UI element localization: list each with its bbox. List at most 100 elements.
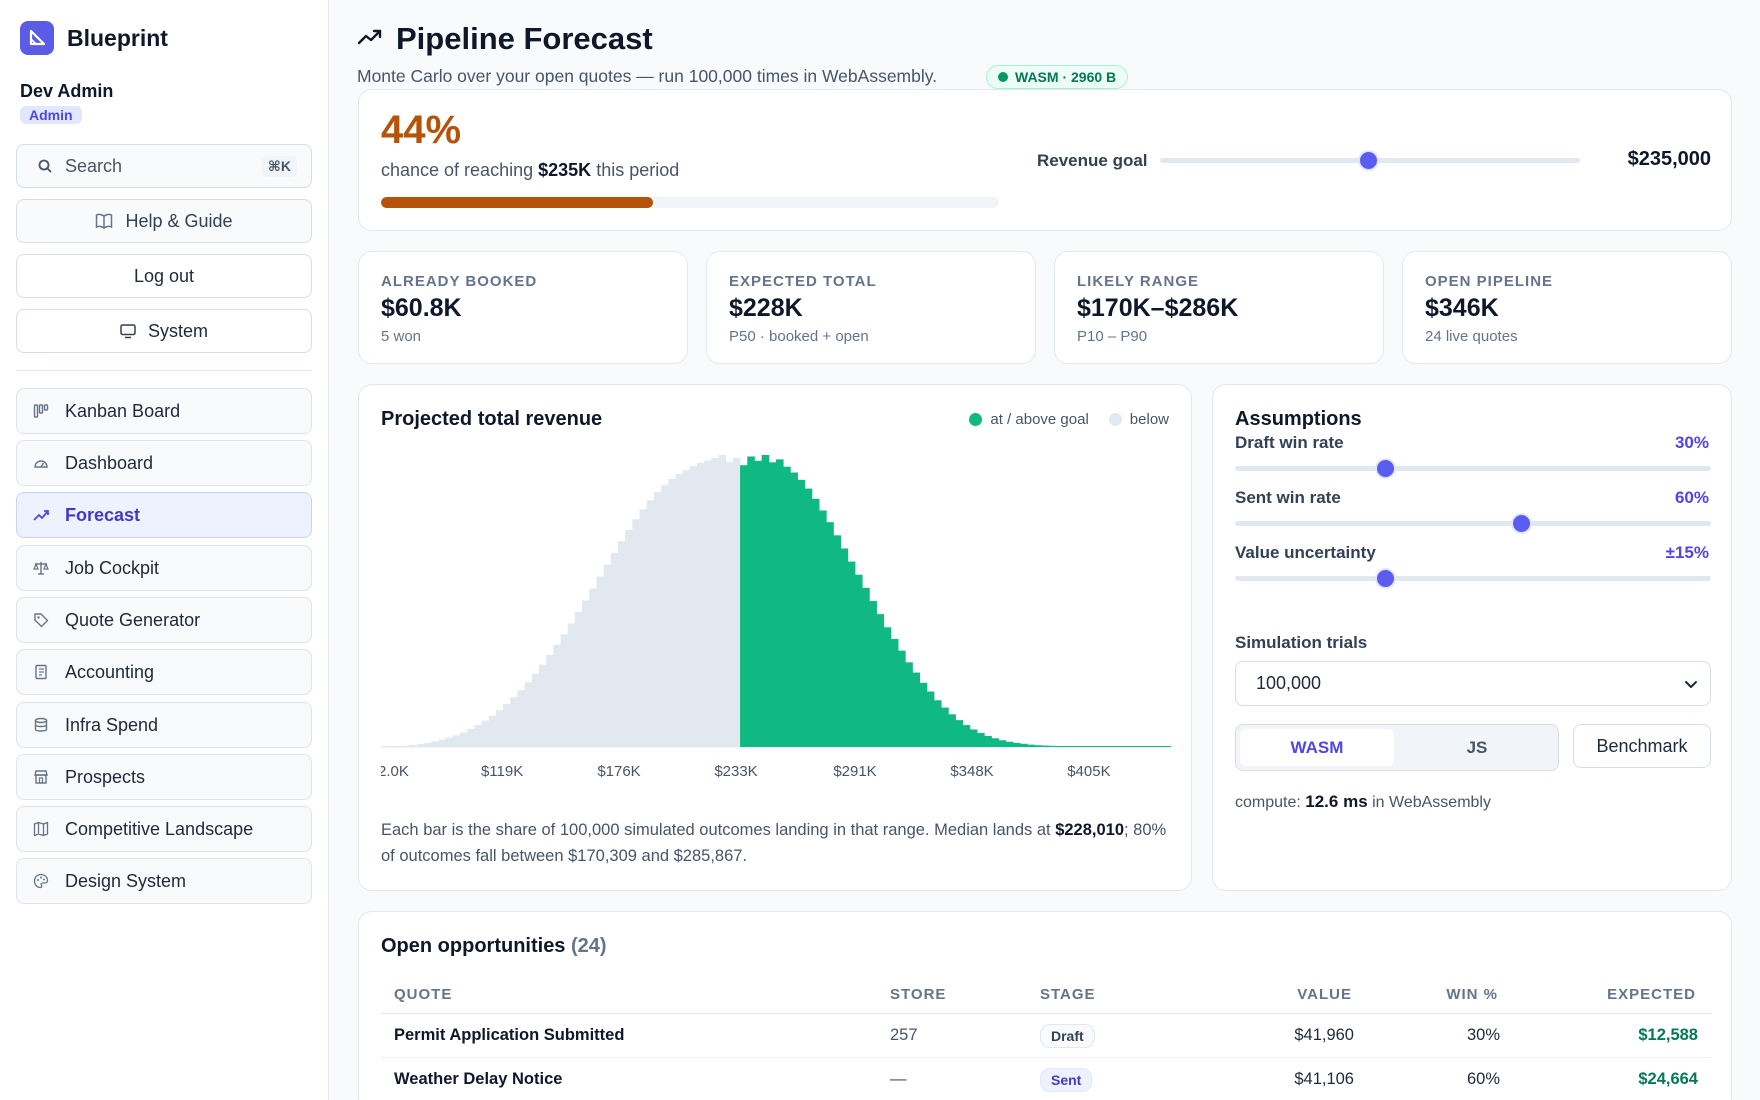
value-uncertainty-slider[interactable] xyxy=(1235,568,1711,589)
brand[interactable]: Blueprint xyxy=(20,21,168,55)
engine-wasm-button[interactable]: WASM xyxy=(1240,729,1394,766)
help-guide-button[interactable]: Help & Guide xyxy=(16,199,312,243)
sidebar-item-accounting[interactable]: Accounting xyxy=(16,649,312,695)
column-header-store[interactable]: STORE xyxy=(890,986,947,1003)
search-label: Search xyxy=(65,155,123,176)
histogram-bar xyxy=(503,704,511,747)
table-row[interactable]: Weather Delay Notice — Sent $41,106 60% $24,6… xyxy=(381,1058,1711,1100)
histogram-bar xyxy=(546,655,554,747)
sidebar-item-label: Job Cockpit xyxy=(65,557,160,578)
histogram-bar xyxy=(955,720,964,747)
draft-win-rate-label: Draft win rate xyxy=(1235,433,1344,452)
histogram-bar xyxy=(898,650,906,747)
caption-suffix: ; 80% of outcomes fall between $170,309 … xyxy=(381,821,1167,865)
sidebar-item-infra-spend[interactable]: Infra Spend xyxy=(16,702,312,748)
revenue-goal-slider[interactable] xyxy=(1160,150,1580,171)
trending-up-icon xyxy=(357,29,382,50)
histogram-bar xyxy=(855,574,863,747)
histogram-bar xyxy=(984,735,992,747)
column-header-win[interactable]: WIN % xyxy=(1446,986,1498,1003)
histogram-bar xyxy=(445,737,454,747)
engine-js-button[interactable]: JS xyxy=(1466,737,1488,757)
histogram-bar xyxy=(481,720,490,747)
histogram-bar xyxy=(668,478,676,747)
histogram-bar xyxy=(732,457,741,747)
histogram-bar xyxy=(467,728,475,747)
sidebar-item-label: Kanban Board xyxy=(65,400,181,421)
histogram-bar xyxy=(1048,745,1057,747)
column-header-quote[interactable]: QUOTE xyxy=(394,986,453,1003)
histogram-bar xyxy=(948,714,956,747)
column-header-expected[interactable]: EXPECTED xyxy=(1607,986,1696,1003)
sidebar-item-kanban-board[interactable]: Kanban Board xyxy=(16,388,312,434)
histogram-bar xyxy=(431,741,439,747)
benchmark-button[interactable]: Benchmark xyxy=(1573,724,1711,768)
histogram-bar xyxy=(1063,746,1071,747)
histogram-bar xyxy=(488,715,497,747)
assumptions-title: Assumptions xyxy=(1235,408,1362,430)
x-tick-label: $233K xyxy=(714,763,757,780)
histogram-bar xyxy=(718,455,727,747)
histogram-bar xyxy=(840,548,849,747)
map-icon xyxy=(33,821,51,837)
legend-above-label: at / above goal xyxy=(990,411,1089,428)
simulation-trials-select[interactable]: 100,000 xyxy=(1235,661,1711,706)
sent-win-rate-slider[interactable] xyxy=(1235,513,1711,534)
probability-bar xyxy=(381,197,999,208)
stat-value: $60.8K xyxy=(381,294,462,322)
sidebar-item-job-cockpit[interactable]: Job Cockpit xyxy=(16,545,312,591)
sidebar-item-quote-generator[interactable]: Quote Generator xyxy=(16,597,312,643)
compute-prefix: compute: xyxy=(1235,794,1301,811)
sidebar-item-dashboard[interactable]: Dashboard xyxy=(16,440,312,486)
sidebar-item-forecast[interactable]: Forecast xyxy=(16,492,312,538)
column-header-value[interactable]: VALUE xyxy=(1297,986,1352,1003)
histogram-bar xyxy=(1135,746,1143,747)
sidebar-item-competitive-landscape[interactable]: Competitive Landscape xyxy=(16,806,312,852)
histogram-bar xyxy=(610,552,619,747)
revenue-goal-label: Revenue goal xyxy=(1037,151,1148,170)
logout-button[interactable]: Log out xyxy=(16,254,312,298)
sidebar-item-prospects[interactable]: Prospects xyxy=(16,754,312,800)
histogram-bar xyxy=(632,519,640,747)
goal-probability: 44% xyxy=(381,108,462,152)
histogram-bar xyxy=(567,623,576,747)
histogram-bar xyxy=(876,614,885,747)
histogram-bar xyxy=(1099,746,1107,747)
sidebar-item-design-system[interactable]: Design System xyxy=(16,858,312,904)
histogram-bar xyxy=(1120,746,1129,747)
search-button[interactable]: Search ⌘K xyxy=(16,144,312,188)
opportunity-count: (24) xyxy=(571,935,607,957)
store-number: — xyxy=(890,1070,907,1088)
goal-probability-card: 44% chance of reaching $235K this period… xyxy=(358,89,1732,231)
revenue-goal-slider-thumb[interactable] xyxy=(1357,150,1379,171)
histogram-bar xyxy=(1113,746,1122,747)
stat-sub: P50 · booked + open xyxy=(729,328,869,345)
histogram-bar xyxy=(452,735,461,747)
x-tick-label: $176K xyxy=(597,763,640,780)
trending-up-icon xyxy=(33,507,51,523)
quote-value: $41,106 xyxy=(1294,1070,1354,1088)
histogram-bar xyxy=(804,488,813,747)
system-theme-button[interactable]: System xyxy=(16,309,312,353)
x-tick-label: $405K xyxy=(1067,763,1110,780)
histogram-bar xyxy=(381,746,389,747)
store-number: 257 xyxy=(890,1026,918,1044)
sent-win-rate-slider-thumb[interactable] xyxy=(1510,513,1532,534)
histogram-bar xyxy=(416,744,425,747)
compute-time: compute: 12.6 ms in WebAssembly xyxy=(1235,792,1491,812)
column-header-stage[interactable]: STAGE xyxy=(1040,986,1096,1003)
histogram-bar xyxy=(682,470,691,747)
database-icon xyxy=(33,717,51,733)
compute-suffix: in WebAssembly xyxy=(1372,794,1491,811)
histogram-bar xyxy=(1092,746,1100,747)
histogram-bar xyxy=(524,682,533,747)
draft-win-rate-slider[interactable] xyxy=(1235,458,1711,479)
value-uncertainty-slider-thumb[interactable] xyxy=(1374,568,1396,589)
revenue-goal-value: $235,000 xyxy=(1627,148,1711,170)
draft-win-rate-slider-thumb[interactable] xyxy=(1374,458,1396,479)
chart-legend: at / above goal below xyxy=(969,411,1169,428)
histogram-bar xyxy=(460,732,468,747)
table-row[interactable]: Permit Application Submitted 257 Draft $41,… xyxy=(381,1014,1711,1058)
kanban-icon xyxy=(33,403,51,419)
status-dot-icon xyxy=(998,72,1008,82)
